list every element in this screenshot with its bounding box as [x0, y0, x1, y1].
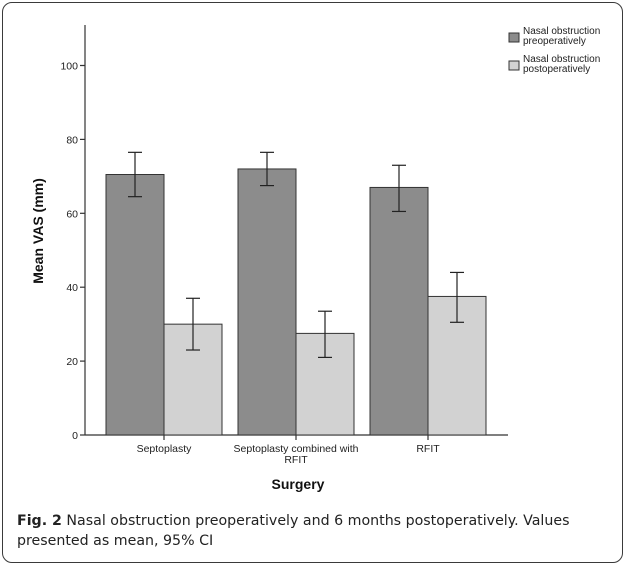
legend-swatch [508, 32, 520, 43]
bar [369, 186, 429, 436]
x-tick-label: RFIT [416, 443, 440, 455]
legend-swatch [508, 60, 520, 71]
figure-caption: Fig. 2 Nasal obstruction preoperatively … [17, 511, 617, 551]
caption-label: Fig. 2 [17, 513, 62, 529]
legend-entry: Nasal obstruction postoperatively [523, 54, 600, 75]
y-tick-label: 0 [72, 430, 78, 442]
legend-entry: Nasal obstruction preoperatively [523, 26, 600, 47]
figure-frame: 0 20 40 60 80 100 Septoplasty Septoplasty combi… [2, 2, 623, 563]
y-tick-label: 40 [66, 282, 78, 294]
bar [105, 174, 165, 436]
y-axis-title: Mean VAS (mm) [30, 178, 46, 284]
y-tick-label: 80 [66, 134, 78, 146]
x-tick-label: Septoplasty [137, 443, 193, 455]
caption-text: Nasal obstruction preoperatively and 6 m… [17, 513, 570, 549]
bar [237, 168, 297, 436]
x-tick-label: Septoplasty combined with RFIT [234, 443, 359, 466]
bar-chart: 0 20 40 60 80 100 Septoplasty Septoplasty combi… [30, 25, 600, 492]
y-tick-label: 60 [66, 208, 78, 220]
y-tick-label: 20 [66, 356, 78, 368]
y-tick-label: 100 [60, 61, 78, 73]
x-axis-title: Surgery [272, 476, 325, 492]
